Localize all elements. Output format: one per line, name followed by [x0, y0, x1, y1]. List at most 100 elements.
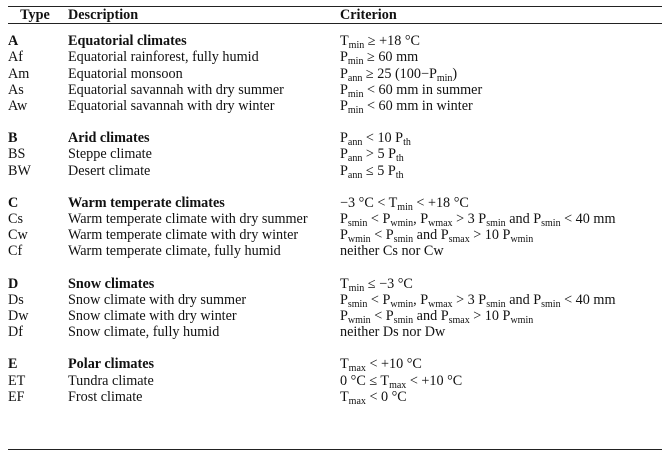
criterion-subscript: min — [347, 88, 364, 100]
criterion-text: P — [340, 227, 348, 244]
climate-description: Snow climate, fully humid — [68, 324, 220, 341]
criterion-text: < P — [370, 308, 394, 325]
climate-criterion: Pmin < 60 mm in winter — [340, 98, 662, 116]
criterion-subscript: max — [348, 363, 366, 375]
criterion-text: T — [340, 33, 349, 50]
criterion-subscript: min — [397, 201, 413, 213]
group-criterion: Pann < 10 Pth — [340, 130, 662, 149]
climate-description: Warm temperate climate, fully humid — [68, 243, 281, 260]
criterion-subscript: smin — [393, 234, 414, 246]
table-header: Type Description Criterion — [8, 6, 662, 24]
criterion-subscript: smin — [347, 298, 368, 310]
table-row: BW Desert climate Pann ≤ 5 Pth — [8, 162, 662, 181]
criterion-subscript: min — [436, 72, 453, 84]
criterion-subscript: ann — [347, 169, 363, 181]
climate-code: Cs — [8, 211, 23, 228]
criterion-text: and P — [413, 308, 449, 325]
criterion-text: > 10 P — [469, 308, 511, 325]
group-row-c: C Warm temperate climates −3 °C < Tmin < +… — [8, 194, 662, 213]
criterion-text: neither Cs nor Cw — [340, 243, 444, 260]
criterion-text: < P — [367, 211, 391, 228]
climate-code: BW — [8, 162, 31, 179]
climate-code: Cf — [8, 243, 23, 260]
climate-description: Equatorial monsoon — [68, 65, 183, 82]
climate-criterion: Pann ≥ 25 (100−Pmin) — [340, 65, 662, 84]
header-description: Description — [68, 7, 139, 23]
group-spacer — [8, 179, 662, 195]
criterion-subscript: ann — [347, 72, 363, 84]
climate-criterion: Psmin < Pwmin, Pwmax > 3 Psmin and Psmin… — [340, 211, 662, 230]
climate-description: Tundra climate — [68, 372, 154, 389]
table-row: Ds Snow climate with dry summer Psmin < Pw… — [8, 291, 662, 310]
table-row: Am Equatorial monsoon Pann ≥ 25 (100−Pmin) — [8, 65, 662, 84]
criterion-text: and P — [413, 227, 449, 244]
group-criterion: −3 °C < Tmin < +18 °C — [340, 194, 662, 213]
criterion-subscript: max — [389, 379, 407, 391]
table-row: EF Frost climate Tmax < 0 °C — [8, 388, 662, 407]
criterion-subscript: min — [347, 56, 364, 68]
criterion-subscript: wmin — [390, 218, 414, 230]
criterion-text: P — [340, 291, 348, 308]
group-criterion: Tmin ≤ −3 °C — [340, 275, 662, 294]
climate-criterion: Pwmin < Psmin and Psmax > 10 Pwmin — [340, 227, 662, 246]
criterion-text: > 3 P — [452, 211, 487, 228]
criterion-text: P — [340, 49, 348, 66]
criterion-subscript: ann — [347, 137, 363, 149]
table-body: A Equatorial climates Tmin ≥ +18 °C Af Equat… — [8, 24, 662, 407]
criterion-text: T — [340, 388, 349, 405]
table-row: BS Steppe climate Pann > 5 Pth — [8, 146, 662, 164]
criterion-text: < +10 °C — [406, 372, 463, 389]
criterion-text: > 3 P — [452, 291, 487, 308]
criterion-text: P — [340, 146, 348, 163]
criterion-subscript: smin — [486, 218, 506, 230]
climate-criterion: Pann > 5 Pth — [340, 146, 662, 164]
group-row-e: E Polar climates Tmax < +10 °C — [8, 356, 662, 375]
criterion-text: ) — [452, 65, 458, 82]
criterion-text: < 60 mm in winter — [363, 98, 473, 115]
group-title: Polar climates — [68, 356, 155, 373]
criterion-text: < +18 °C — [412, 194, 469, 211]
criterion-text: < 60 mm in summer — [363, 81, 483, 98]
group-criterion: Tmin ≥ +18 °C — [340, 33, 662, 52]
criterion-subscript: max — [348, 395, 366, 407]
group-spacer — [8, 340, 662, 356]
criterion-text: , P — [413, 291, 429, 308]
climate-classification-table: Type Description Criterion A Equatorial c… — [8, 6, 662, 407]
criterion-subscript: th — [395, 169, 404, 181]
criterion-text: P — [340, 81, 348, 98]
climate-code: ET — [8, 372, 26, 389]
group-title: Arid climates — [68, 130, 150, 147]
criterion-text: , P — [413, 211, 429, 228]
climate-criterion: Pann ≤ 5 Pth — [340, 163, 662, 181]
climate-criterion: Pwmin < Psmin and Psmax > 10 Pwmin — [340, 308, 662, 326]
header-row: Type Description Criterion — [8, 6, 662, 24]
climate-code: Af — [8, 49, 23, 66]
criterion-text: ≤ −3 °C — [364, 275, 413, 292]
criterion-text: > 5 P — [362, 146, 396, 163]
group-code: D — [8, 275, 19, 292]
group-spacer — [8, 114, 662, 130]
criterion-text: ≥ 60 mm — [363, 49, 419, 66]
group-title: Snow climates — [68, 275, 155, 292]
group-spacer — [8, 24, 662, 34]
group-spacer — [8, 260, 662, 276]
criterion-subscript: wmax — [428, 218, 453, 230]
criterion-text: ≥ 25 (100−P — [362, 65, 437, 82]
climate-description: Snow climate with dry summer — [68, 291, 247, 308]
climate-criterion: neither Ds nor Dw — [340, 324, 662, 340]
criterion-subscript: wmin — [347, 234, 371, 246]
criterion-text: and P — [505, 291, 542, 308]
group-title: Warm temperate climates — [68, 194, 225, 211]
climate-code: As — [8, 81, 24, 98]
criterion-subscript: min — [348, 40, 365, 52]
climate-description: Equatorial savannah with dry winter — [68, 98, 275, 115]
table-row: As Equatorial savannah with dry summer Pmi… — [8, 81, 662, 100]
climate-description: Warm temperate climate with dry winter — [68, 227, 299, 244]
table-row: Aw Equatorial savannah with dry winter Pmi… — [8, 98, 662, 116]
climate-code: Dw — [8, 308, 29, 325]
criterion-text: < +10 °C — [365, 356, 422, 373]
climate-criterion: neither Cs nor Cw — [340, 243, 662, 259]
table-row: ET Tundra climate 0 °C ≤ Tmax < +10 °C — [8, 372, 662, 391]
criterion-text: P — [340, 65, 348, 82]
